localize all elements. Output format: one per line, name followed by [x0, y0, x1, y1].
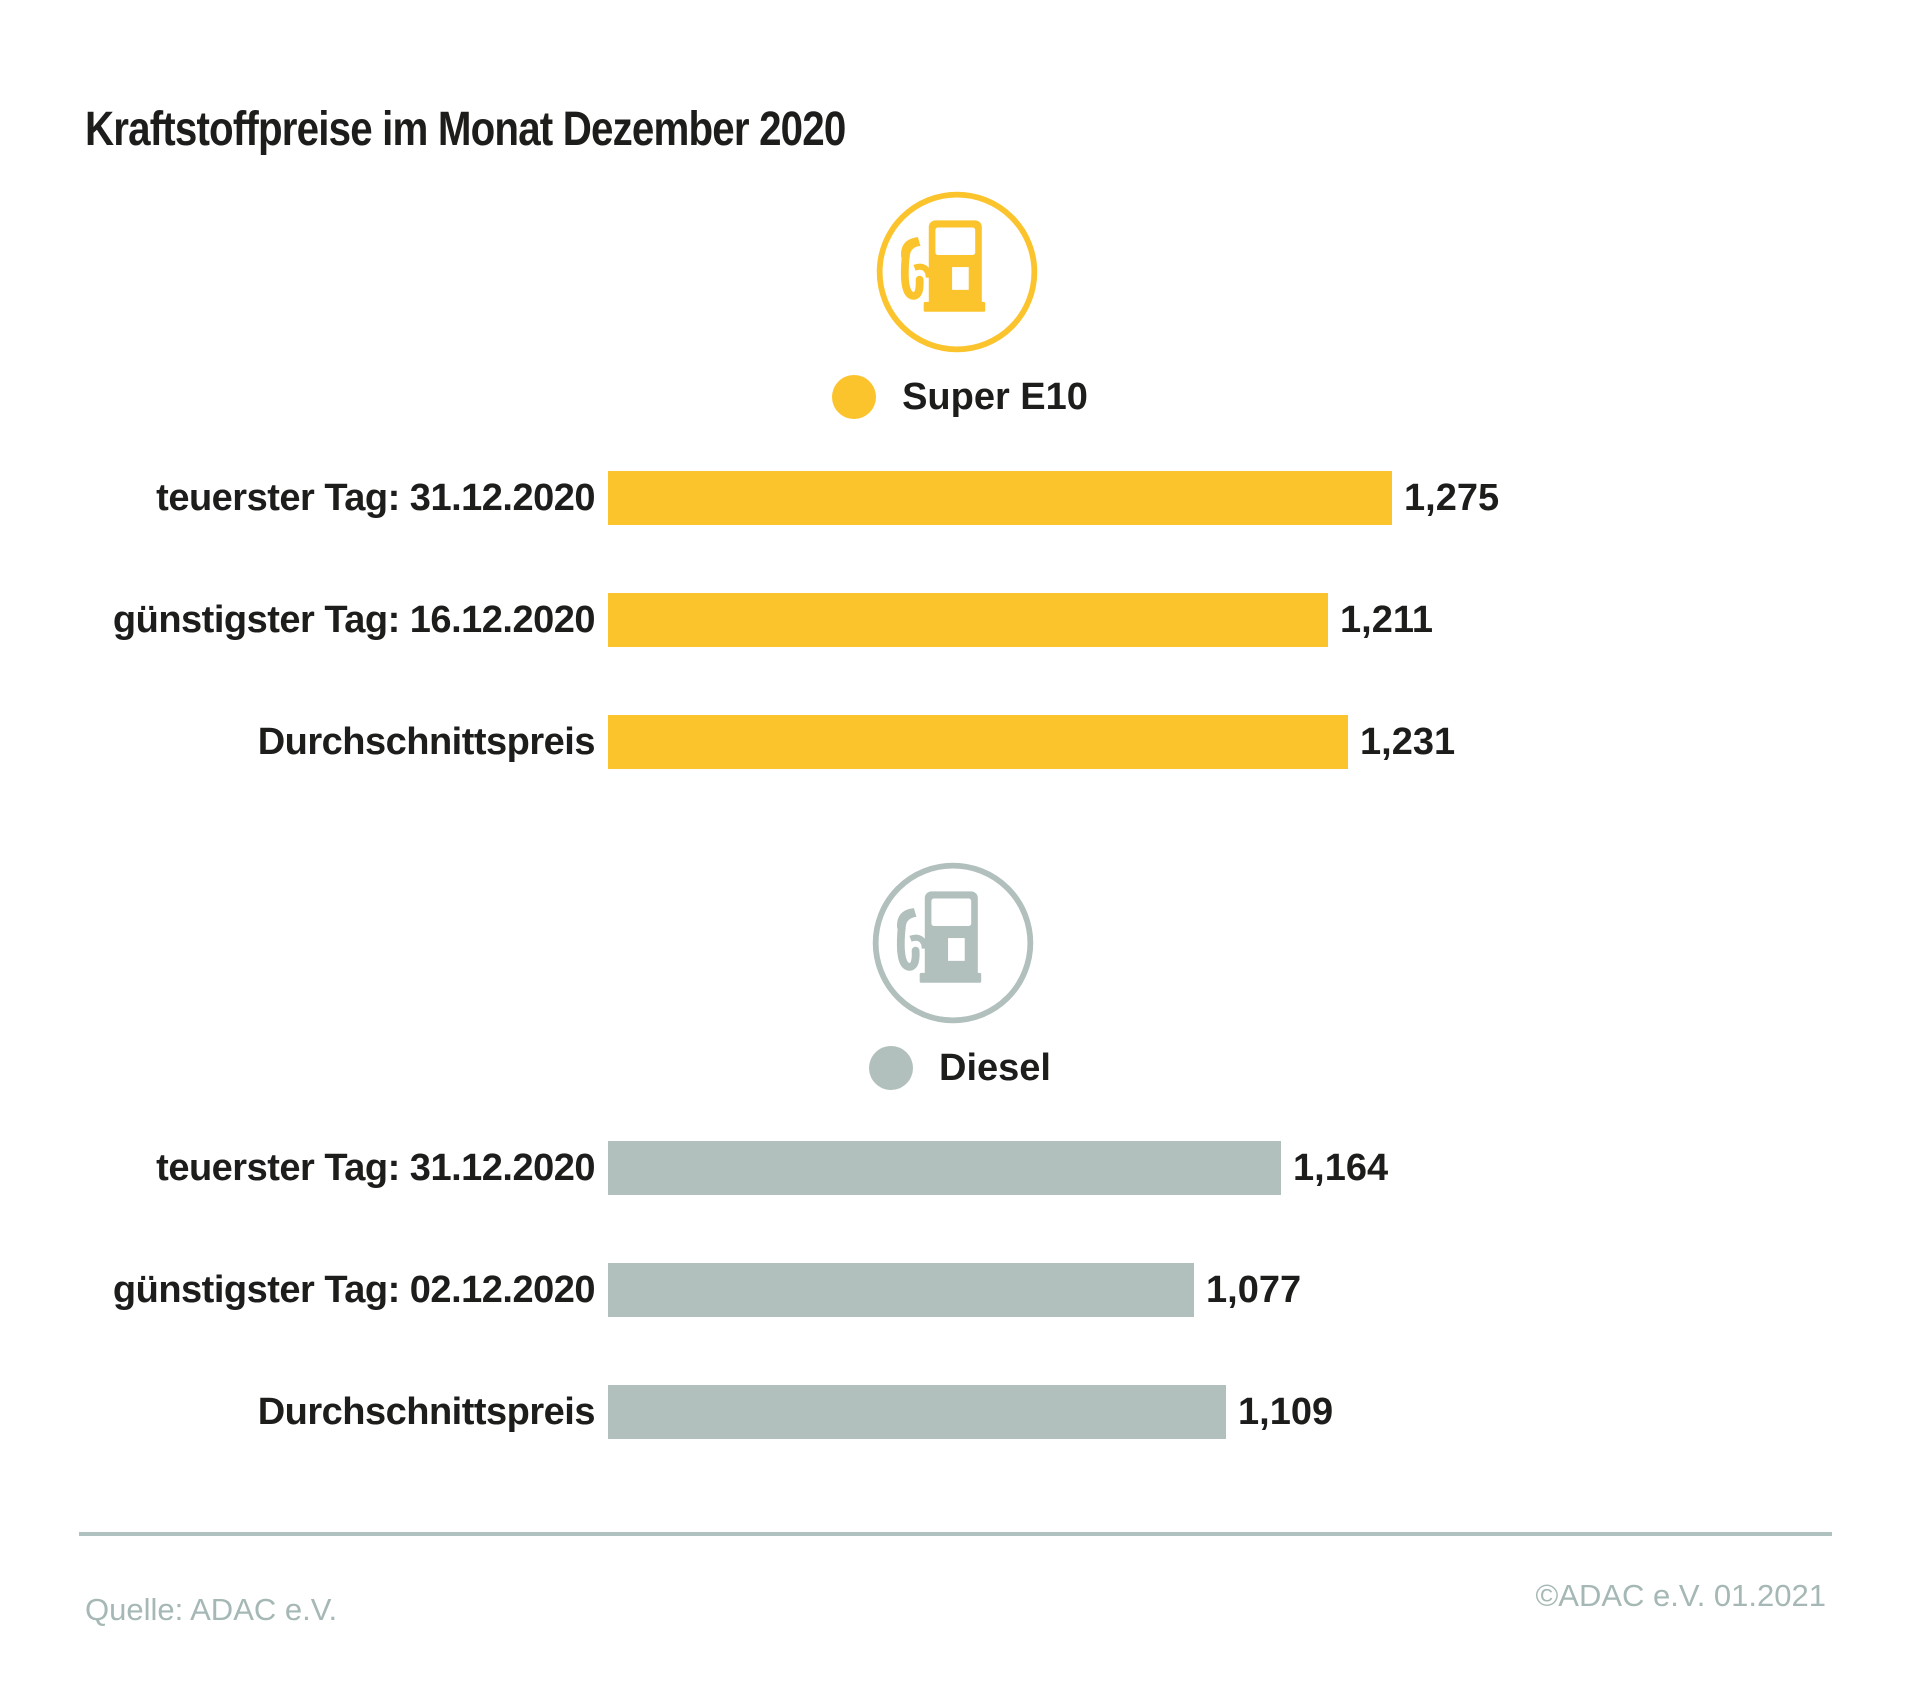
bar: [608, 715, 1348, 769]
footer-divider: [79, 1532, 1832, 1536]
fuel-pump-icon: [872, 187, 1042, 357]
bar-row: teuerster Tag: 31.12.2020 1,164: [0, 1141, 1920, 1195]
bar-row: günstigster Tag: 16.12.2020 1,211: [0, 593, 1920, 647]
bar: [608, 1141, 1281, 1195]
bar: [608, 471, 1392, 525]
legend-diesel: Diesel: [0, 1046, 1920, 1090]
bar-row: teuerster Tag: 31.12.2020 1,275: [0, 471, 1920, 525]
bar-row: Durchschnittspreis 1,231: [0, 715, 1920, 769]
bar-value: 1,077: [1206, 1268, 1302, 1311]
bar-label: teuerster Tag: 31.12.2020: [156, 1147, 595, 1189]
bar-row: günstigster Tag: 02.12.2020 1,077: [0, 1263, 1920, 1317]
fuel-pump-icon: [868, 858, 1038, 1028]
source-note: Quelle: ADAC e.V.: [85, 1592, 338, 1627]
bar-label: Durchschnittspreis: [257, 721, 596, 763]
bar-label: teuerster Tag: 31.12.2020: [156, 477, 595, 519]
legend-dot: [869, 1046, 914, 1090]
bar-label: günstigster Tag: 16.12.2020: [112, 599, 596, 641]
bar-group-super-e10: teuerster Tag: 31.12.2020 1,275 günstigste…: [0, 471, 1920, 837]
page-title: Kraftstoffpreise im Monat Dezember 2020: [85, 103, 846, 157]
bar: [608, 1385, 1226, 1439]
bar-value: 1,231: [1360, 720, 1456, 763]
bar-value: 1,275: [1404, 476, 1500, 519]
bar-value: 1,164: [1293, 1146, 1389, 1189]
bar-group-diesel: teuerster Tag: 31.12.2020 1,164 günstigste…: [0, 1141, 1920, 1507]
legend-label: Diesel: [939, 1047, 1051, 1089]
legend-dot: [832, 375, 877, 419]
copyright-note: ©ADAC e.V. 01.2021: [1535, 1578, 1826, 1613]
legend-label: Super E10: [902, 376, 1088, 418]
legend-super-e10: Super E10: [0, 375, 1920, 419]
bar: [608, 1263, 1194, 1317]
bar-row: Durchschnittspreis 1,109: [0, 1385, 1920, 1439]
bar-label: günstigster Tag: 02.12.2020: [112, 1269, 596, 1311]
bar-label: Durchschnittspreis: [257, 1391, 596, 1433]
bar-value: 1,109: [1238, 1390, 1334, 1433]
bar: [608, 593, 1328, 647]
bar-value: 1,211: [1340, 598, 1433, 641]
